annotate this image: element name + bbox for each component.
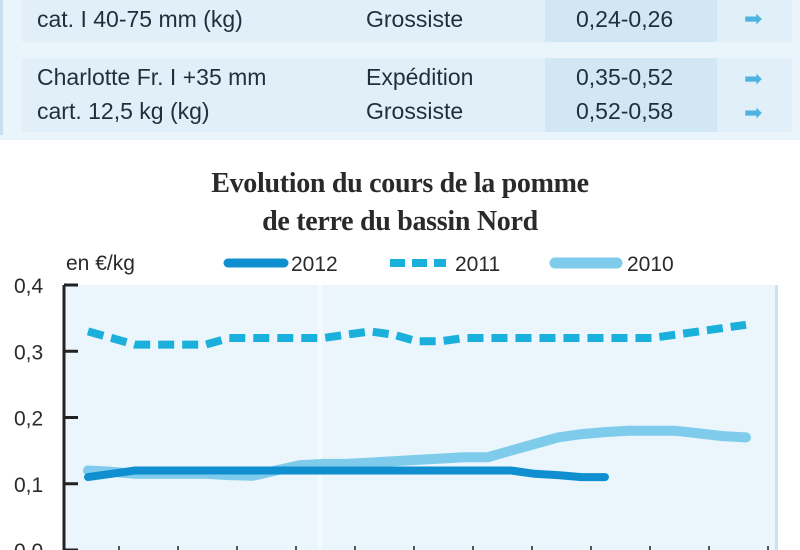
- chart-plot: 0,0 0,1 0,2 0,3 0,4 en €/kg 2012 2011 2010: [14, 252, 778, 550]
- price-cell-bg: [545, 58, 717, 132]
- table-left-rule: [0, 0, 3, 135]
- series-line-2012: [84, 466, 609, 482]
- trend-arrow-icon: ➡: [744, 100, 763, 125]
- legend-label-2010: 2010: [627, 253, 674, 276]
- chart-title-line-1: Evolution du cours de la pomme: [211, 168, 589, 199]
- y-tick-label: 0,3: [14, 341, 43, 364]
- legend-label-2011: 2011: [455, 253, 500, 276]
- stage-cell: Expédition: [366, 64, 474, 90]
- product-cell: cart. 12,5 kg (kg): [37, 98, 210, 124]
- stage-cell: Grossiste: [366, 6, 464, 32]
- price-chart: Evolution du cours de la pomme de terre …: [0, 160, 800, 550]
- plot-background: [64, 285, 775, 550]
- price-cell-bg: [545, 0, 717, 42]
- trend-arrow-icon: ➡: [744, 66, 763, 91]
- table-row: cat. I 40-75 mm (kg) Grossiste 0,24-0,26…: [22, 0, 792, 42]
- price-table: cat. I 40-75 mm (kg) Grossiste 0,24-0,26…: [0, 0, 800, 140]
- y-tick-label: 0,1: [14, 474, 43, 497]
- trend-arrow-icon: ➡: [744, 6, 763, 31]
- plot-right-edge: [775, 285, 778, 550]
- plot-band: [318, 285, 322, 550]
- y-tick-label: 0,0: [14, 540, 43, 550]
- price-cell: 0,35-0,52: [576, 64, 674, 90]
- legend-label-2012: 2012: [291, 253, 338, 276]
- product-cell: cat. I 40-75 mm (kg): [37, 6, 243, 32]
- chart-legend: 2012 2011 2010: [223, 253, 674, 276]
- y-tick-label: 0,2: [14, 408, 43, 431]
- price-cell: 0,24-0,26: [576, 6, 674, 32]
- chart-title-line-2: de terre du bassin Nord: [262, 206, 538, 237]
- price-cell: 0,52-0,58: [576, 98, 674, 124]
- y-axis-label: en €/kg: [66, 252, 135, 275]
- product-cell: Charlotte Fr. I +35 mm: [37, 64, 267, 90]
- stage-cell: Grossiste: [366, 98, 464, 124]
- series-line-2011: [86, 320, 747, 349]
- table-row: Charlotte Fr. I +35 mm cart. 12,5 kg (kg…: [22, 58, 792, 132]
- y-tick-label: 0,4: [14, 275, 44, 298]
